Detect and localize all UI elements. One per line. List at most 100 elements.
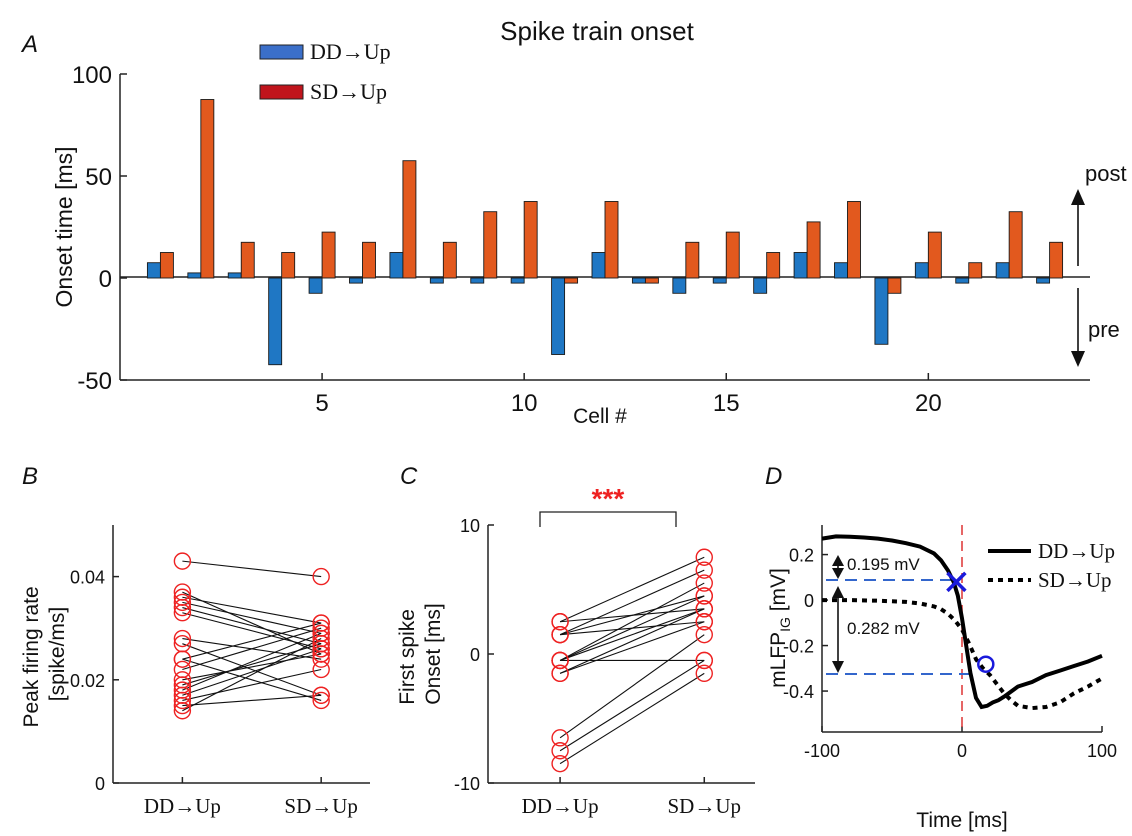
panel-b-label: B: [22, 463, 38, 490]
y-tick-label: 10: [460, 516, 480, 536]
panel-c: C -10 0 10 DD→Up SD→Up *** First spike Onse…: [396, 463, 755, 818]
y-tick-label: 0: [470, 645, 480, 665]
d-x-axis-label: Time [ms]: [916, 809, 1007, 832]
d-x-tick-label: 0: [957, 741, 967, 761]
d-x-tick-label: 100: [1087, 741, 1117, 761]
a-y-ticks: -50 0 50 100: [72, 62, 127, 395]
d-y-axis-label: mLFPIG [mV]: [767, 568, 793, 688]
bar-dd: [591, 252, 606, 279]
bar-dd: [631, 277, 646, 284]
bar-dd: [429, 277, 444, 284]
marker-sd: [695, 587, 713, 605]
pair-line: [559, 634, 705, 739]
marker-dd: [551, 754, 569, 773]
pair-line: [182, 658, 322, 701]
bar-sd: [402, 160, 417, 279]
d-marker-circle: [977, 655, 995, 673]
d-annotation-upper: 0.195 mV: [847, 555, 920, 574]
b-y-axis-label: Peak firing rate [spike/ms]: [20, 580, 69, 727]
a-x-tick-label: 5: [315, 390, 328, 417]
bar-sd: [281, 252, 296, 279]
marker-dd: [173, 629, 192, 648]
post-arrow: [1071, 189, 1085, 266]
marker-dd: [551, 729, 569, 747]
legend-sd-label: SD→Up: [310, 79, 387, 104]
pair-line: [182, 638, 322, 712]
bar-sd: [968, 262, 983, 279]
bar-dd: [1036, 277, 1051, 284]
marker-sd: [695, 561, 713, 579]
pair-line: [559, 595, 705, 661]
bar-dd: [834, 262, 848, 279]
pair-line: [182, 627, 322, 671]
pre-label: pre: [1088, 317, 1120, 342]
bar-dd: [955, 277, 970, 284]
pair-line: [182, 560, 322, 578]
d-legend-dd-label: DD→Up: [1038, 539, 1115, 563]
pair-line: [182, 668, 322, 701]
marker-sd: [695, 600, 713, 618]
significance-stars: ***: [592, 483, 625, 514]
bar-dd: [712, 277, 727, 284]
d-marker-x: [946, 571, 967, 593]
bar-sd: [604, 201, 619, 279]
bar-sd: [362, 241, 376, 279]
marker-dd: [551, 664, 569, 683]
a-x-tick-label: 10: [511, 390, 538, 417]
a-y-tick-label: 50: [85, 164, 112, 191]
panel-d-label: D: [765, 463, 782, 490]
c-y-axis-label: First spike Onset [ms]: [396, 603, 445, 705]
bar-sd: [1008, 211, 1023, 279]
d-y-axis-label-sub: IG: [777, 617, 793, 632]
bar-sd: [927, 231, 942, 279]
bar-dd: [510, 277, 525, 284]
bar-dd: [227, 272, 242, 279]
d-x-tick-label: -100: [804, 741, 840, 761]
marker-sd: [695, 613, 713, 631]
marker-dd: [173, 593, 192, 612]
pair-line: [559, 569, 705, 636]
bar-sd: [806, 221, 821, 279]
pair-line: [182, 607, 322, 645]
bar-sd: [483, 211, 498, 279]
c-x-ticks: DD→Up SD→Up: [522, 777, 741, 818]
d-marker-x-stroke: [946, 571, 967, 593]
bar-sd: [442, 241, 457, 279]
marker-dd: [173, 604, 192, 622]
pair-line: [182, 643, 322, 696]
c-y-ticks: -10 0 10: [454, 516, 494, 794]
a-bars: [146, 99, 1064, 366]
legend-dd-swatch: [259, 44, 304, 60]
d-annotation-lower: 0.282 mV: [847, 619, 920, 638]
pair-line: [182, 648, 322, 696]
d-y-tick-label: -0.2: [783, 637, 814, 657]
marker-sd: [695, 574, 713, 592]
b-y-ticks: 0 0.02 0.04: [70, 568, 119, 794]
pair-line: [182, 653, 322, 681]
d-legend-sd-label: SD→Up: [1038, 568, 1112, 592]
bar-dd: [914, 262, 929, 279]
d-y-tick-label: -0.4: [783, 682, 814, 702]
bar-dd: [672, 277, 687, 294]
d-y-tick-label: 0: [804, 591, 814, 611]
panel-d: D -0.4 -0.2 0 0.2 -100 0 100 0.195 mV 0.282 m…: [765, 463, 1117, 832]
x-tick-label: DD→Up: [144, 794, 221, 818]
a-y-tick-label: -50: [77, 368, 112, 395]
d-y-ticks: -0.4 -0.2 0 0.2: [783, 546, 828, 702]
pair-line: [559, 672, 705, 765]
marker-dd: [173, 650, 192, 668]
bar-dd: [349, 277, 363, 284]
marker-dd: [173, 696, 192, 715]
marker-dd: [173, 691, 192, 710]
marker-sd: [312, 686, 330, 704]
pair-line: [559, 556, 705, 623]
bar-sd: [644, 277, 659, 284]
pair-line: [559, 659, 705, 752]
bar-dd: [146, 262, 161, 279]
pair-line: [182, 601, 322, 634]
b-markers: [173, 552, 330, 720]
bar-dd: [551, 277, 566, 355]
bar-dd: [389, 252, 404, 279]
b-y-axis-label-line2: [spike/ms]: [46, 607, 69, 702]
marker-dd: [551, 651, 569, 670]
